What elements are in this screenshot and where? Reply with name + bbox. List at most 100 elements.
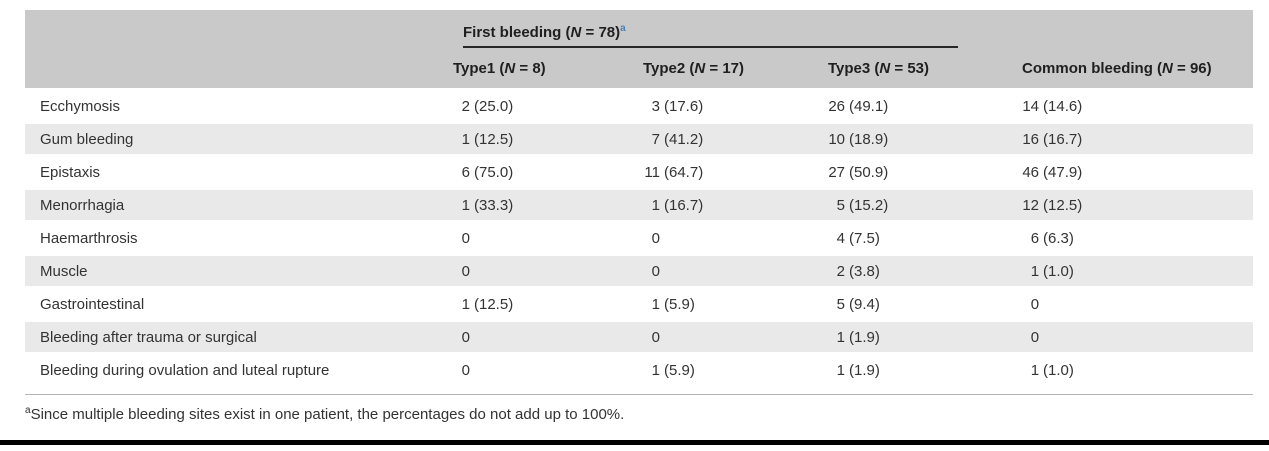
- cell-percentage: (25.0): [474, 97, 514, 115]
- row-label: Ecchymosis: [25, 88, 453, 123]
- cell-percentage: (1.9): [849, 361, 880, 379]
- cell-count: 1: [651, 196, 660, 214]
- cell-count: 1: [651, 295, 660, 313]
- cell-count: 0: [461, 262, 470, 280]
- cell-count: 0: [651, 229, 660, 247]
- cell-percentage: (17.6): [664, 97, 704, 115]
- data-cell: 6 (6.3): [1022, 220, 1254, 255]
- cell-count: 1: [1030, 361, 1040, 379]
- cell-count: 14: [1022, 97, 1040, 115]
- cell-percentage: (6.3): [1043, 229, 1074, 247]
- cell-count: 1: [461, 295, 470, 313]
- footnote: aSince multiple bleeding sites exist in …: [25, 405, 1269, 424]
- data-cell: 7 (41.2): [643, 121, 828, 156]
- data-cell: 1 (16.7): [643, 187, 828, 222]
- data-cell: 14 (14.6): [1022, 88, 1254, 123]
- table-row: Muscle 0 0 2 (3.8) 1 (1.0): [25, 253, 1254, 288]
- cell-percentage: (5.9): [664, 361, 695, 379]
- column-header-type1: Type1 (N = 8): [453, 48, 643, 90]
- row-label: Haemarthrosis: [25, 220, 453, 255]
- cell-percentage: (7.5): [849, 229, 880, 247]
- data-cell: 0: [453, 319, 643, 354]
- cell-count: 1: [461, 130, 470, 148]
- cell-count: 0: [1030, 328, 1040, 346]
- cell-percentage: (3.8): [849, 262, 880, 280]
- data-cell: 46 (47.9): [1022, 154, 1254, 189]
- data-cell: 0: [453, 253, 643, 288]
- cell-count: 2: [836, 262, 845, 280]
- table-row: Ecchymosis 2 (25.0) 3 (17.6) 26 (49.1) 14 (14.6): [25, 88, 1254, 123]
- footnote-text: Since multiple bleeding sites exist in o…: [30, 406, 625, 423]
- data-cell: 1 (33.3): [453, 187, 643, 222]
- data-cell: 0: [453, 352, 643, 385]
- group-header-cell: First bleeding (N = 78)a: [453, 10, 1023, 48]
- row-label: Bleeding during ovulation and luteal rup…: [25, 352, 453, 385]
- cell-count: 0: [461, 229, 470, 247]
- cell-percentage: (64.7): [664, 163, 704, 181]
- table-row: Haemarthrosis 0 0 4 (7.5) 6 (6.3): [25, 220, 1254, 255]
- data-cell: 26 (49.1): [828, 88, 1023, 123]
- data-cell: 12 (12.5): [1022, 187, 1254, 222]
- row-label: Bleeding after trauma or surgical: [25, 319, 453, 354]
- data-cell: 4 (7.5): [828, 220, 1023, 255]
- table-row: Gum bleeding 1 (12.5) 7 (41.2) 10 (18.9) 16 (16.…: [25, 121, 1254, 156]
- data-cell: 5 (15.2): [828, 187, 1023, 222]
- data-cell: 0: [453, 220, 643, 255]
- data-cell: 1 (1.0): [1022, 253, 1254, 288]
- row-label: Menorrhagia: [25, 187, 453, 222]
- cell-count: 1: [836, 361, 845, 379]
- cell-count: 10: [828, 130, 845, 148]
- cell-count: 0: [461, 328, 470, 346]
- data-cell: 0: [643, 220, 828, 255]
- cell-count: 26: [828, 97, 845, 115]
- cell-percentage: (12.5): [474, 295, 514, 313]
- column-header-type3: Type3 (N = 53): [828, 48, 1023, 90]
- row-label: Epistaxis: [25, 154, 453, 189]
- data-cell: 3 (17.6): [643, 88, 828, 123]
- cell-percentage: (5.9): [664, 295, 695, 313]
- data-cell: 1 (12.5): [453, 121, 643, 156]
- cell-count: 11: [644, 163, 660, 181]
- cell-count: 0: [651, 262, 660, 280]
- cell-percentage: (16.7): [664, 196, 704, 214]
- italic-n: N: [570, 24, 582, 41]
- data-cell: 0: [643, 319, 828, 354]
- italic-n: N: [694, 59, 706, 77]
- cell-percentage: (49.1): [849, 97, 889, 115]
- cell-count: 12: [1022, 196, 1040, 214]
- cell-percentage: (47.9): [1043, 163, 1083, 181]
- bottom-rule: [0, 440, 1269, 445]
- cell-count: 4: [836, 229, 845, 247]
- row-label: Muscle: [25, 253, 453, 288]
- cell-percentage: (1.0): [1043, 361, 1074, 379]
- footnote-marker-a: a: [620, 23, 626, 34]
- cell-percentage: (16.7): [1043, 130, 1083, 148]
- cell-count: 0: [1030, 295, 1040, 313]
- table-row: Bleeding after trauma or surgical 0 0 1 (1.9…: [25, 319, 1254, 354]
- table-body: Ecchymosis 2 (25.0) 3 (17.6) 26 (49.1) 14 (14.6)…: [25, 88, 1254, 385]
- cell-count: 6: [461, 163, 470, 181]
- data-cell: 1 (1.9): [828, 319, 1023, 354]
- italic-n: N: [1162, 60, 1173, 77]
- cell-count: 0: [461, 361, 470, 379]
- footnote-divider: [25, 394, 1253, 395]
- data-cell: 0: [643, 253, 828, 288]
- cell-count: 5: [836, 196, 845, 214]
- cell-percentage: (1.0): [1043, 262, 1074, 280]
- cell-percentage: (15.2): [849, 196, 889, 214]
- data-cell: 10 (18.9): [828, 121, 1023, 156]
- data-cell: 16 (16.7): [1022, 121, 1254, 156]
- data-cell: 2 (3.8): [828, 253, 1023, 288]
- data-cell: 5 (9.4): [828, 286, 1023, 321]
- cell-count: 1: [461, 196, 470, 214]
- cell-count: 0: [651, 328, 660, 346]
- cell-count: 3: [651, 97, 660, 115]
- cell-count: 27: [828, 163, 845, 181]
- column-header-type2: Type2 (N = 17): [643, 48, 828, 90]
- row-label: Gum bleeding: [25, 121, 453, 156]
- data-cell: 11 (64.7): [643, 154, 828, 189]
- data-cell: 27 (50.9): [828, 154, 1023, 189]
- footnote-marker-a: a: [25, 405, 31, 416]
- cell-percentage: (12.5): [474, 130, 514, 148]
- cell-percentage: (9.4): [849, 295, 880, 313]
